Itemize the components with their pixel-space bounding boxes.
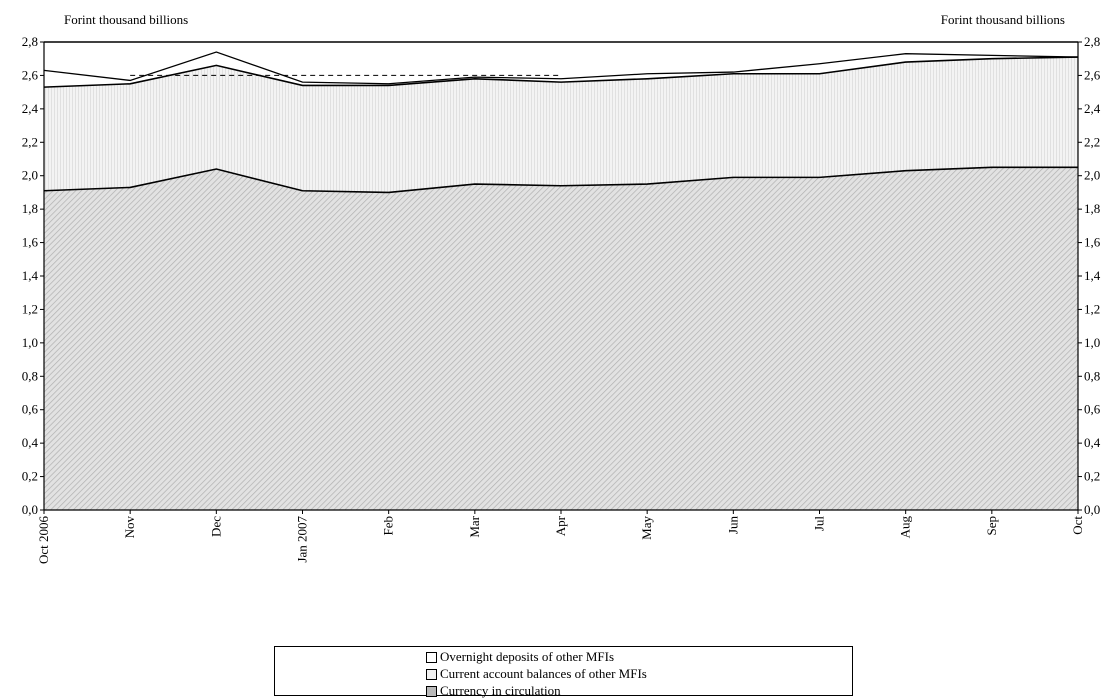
x-tick-label: Nov: [122, 516, 137, 539]
y-tick-label-right: 1,0: [1084, 335, 1100, 350]
legend-label-current-account: Current account balances of other MFIs: [440, 666, 647, 681]
y-tick-label-right: 1,6: [1084, 235, 1101, 250]
y-tick-label-right: 0,2: [1084, 469, 1100, 484]
y-tick-label-left: 2,6: [22, 67, 39, 82]
legend-item-currency: Currency in circulation: [426, 683, 561, 699]
line-current-account-balances: [43, 56, 1079, 88]
y-tick-label-right: 2,8: [1084, 34, 1100, 49]
x-tick-label: Mar: [467, 515, 482, 537]
y-tick-label-right: 2,6: [1084, 67, 1101, 82]
legend-swatch-current-account: [426, 668, 437, 680]
x-tick-label: Aug: [898, 516, 913, 539]
y-tick-label-right: 2,2: [1084, 134, 1100, 149]
y-tick-label-right: 2,0: [1084, 168, 1100, 183]
y-tick-label-right: 0,0: [1084, 502, 1100, 517]
x-tick-label: Oct: [1070, 516, 1085, 535]
legend-item-overnight-deposits: Overnight deposits of other MFIs: [426, 649, 614, 665]
y-tick-label-left: 1,8: [22, 201, 38, 216]
x-tick-label: Sep: [984, 516, 999, 536]
x-tick-label: May: [639, 516, 654, 540]
y-tick-label-left: 1,0: [22, 335, 38, 350]
x-tick-label: Apr: [553, 515, 568, 536]
legend-label-currency: Currency in circulation: [440, 683, 561, 698]
y-tick-label-left: 0,4: [22, 435, 39, 450]
y-tick-label-left: 1,2: [22, 301, 38, 316]
y-tick-label-right: 1,8: [1084, 201, 1100, 216]
y-tick-label-right: 1,2: [1084, 301, 1100, 316]
area-chart: 0,0 0,0 0,2 0,2 0,4 0,4 0,6 0,6 0,8 0,8 1,0 1,0 1,2 1…: [22, 34, 1101, 564]
area-currency-in-circulation: [44, 167, 1078, 510]
legend-label-overnight-deposits: Overnight deposits of other MFIs: [440, 649, 615, 664]
y-axis-unit-right: Forint thousand billions: [940, 12, 1065, 27]
y-tick-label-right: 0,8: [1084, 368, 1100, 383]
x-tick-label: Feb: [381, 516, 396, 536]
x-tick-label: Jul: [812, 516, 827, 532]
y-tick-label-left: 2,4: [22, 101, 39, 116]
x-tick-label: Dec: [208, 516, 223, 537]
plot-area: 0,0 0,0 0,2 0,2 0,4 0,4 0,6 0,6 0,8 0,8 1,0 1,0 1,2 1…: [22, 34, 1101, 564]
y-tick-label-right: 0,4: [1084, 435, 1101, 450]
y-tick-label-left: 2,2: [22, 134, 38, 149]
legend-swatch-overnight-deposits: [426, 651, 437, 663]
line-currency-in-circulation: [43, 166, 1078, 194]
y-tick-label-left: 0,8: [22, 368, 38, 383]
y-tick-label-right: 1,4: [1084, 268, 1101, 283]
x-tick-label: Jun: [725, 516, 740, 535]
x-tick-label: Oct 2006: [36, 516, 51, 565]
y-tick-label-left: 0,2: [22, 469, 38, 484]
y-tick-label-left: 0,6: [22, 402, 39, 417]
y-tick-label-left: 0,0: [22, 502, 38, 517]
y-tick-label-left: 2,0: [22, 168, 38, 183]
line-overnight-deposits: [43, 51, 1079, 85]
x-tick-label: Jan 2007: [295, 516, 310, 563]
y-tick-label-right: 0,6: [1084, 402, 1101, 417]
legend: Overnight deposits of other MFIs Current…: [274, 646, 853, 699]
y-tick-label-left: 1,4: [22, 268, 39, 283]
y-tick-label-left: 1,6: [22, 235, 39, 250]
y-tick-label-left: 2,8: [22, 34, 38, 49]
legend-item-current-account: Current account balances of other MFIs: [426, 666, 647, 682]
y-tick-label-right: 2,4: [1084, 101, 1101, 116]
y-axis-unit-left: Forint thousand billions: [64, 12, 189, 27]
legend-swatch-currency: [426, 685, 437, 697]
